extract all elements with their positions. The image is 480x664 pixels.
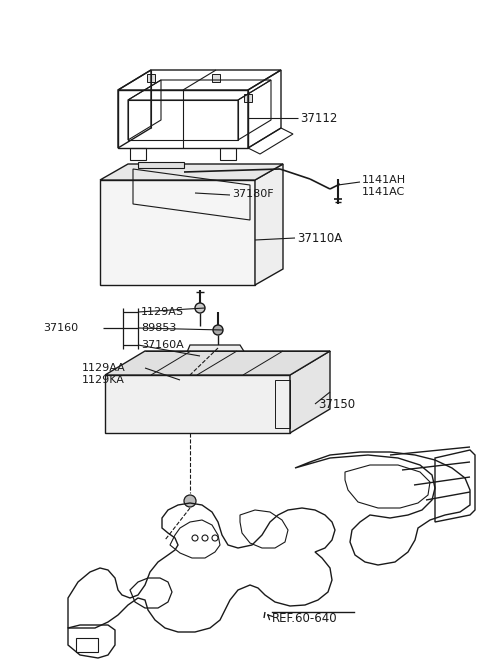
Bar [108,260,247,278]
Text: 37112: 37112 [300,112,337,125]
Polygon shape [138,162,184,168]
Bar [171,176,181,188]
Bar [147,74,155,82]
Text: 1141AH: 1141AH [362,175,406,185]
Polygon shape [185,345,245,370]
Polygon shape [100,164,283,180]
Polygon shape [105,351,330,375]
Polygon shape [290,351,330,433]
Bar [140,383,170,425]
Bar [244,94,252,102]
Bar [212,74,220,82]
Circle shape [184,495,196,507]
Polygon shape [105,375,290,433]
Bar [230,383,260,425]
Circle shape [137,163,155,181]
Polygon shape [255,164,283,285]
Text: 37110A: 37110A [297,232,342,244]
Text: REF.60-640: REF.60-640 [272,612,337,625]
Bar [76,638,98,652]
Text: 89853: 89853 [141,323,176,333]
Text: 37160A: 37160A [141,340,184,350]
Circle shape [213,325,223,335]
Text: 1129KA: 1129KA [82,375,125,385]
Bar [185,383,215,425]
Circle shape [167,163,185,181]
Bar [141,176,151,188]
Text: 37160: 37160 [43,323,78,333]
Text: 1129AS: 1129AS [141,307,184,317]
Circle shape [195,303,205,313]
Text: 1141AC: 1141AC [362,187,405,197]
Polygon shape [100,180,255,285]
Text: 37180F: 37180F [232,189,274,199]
Bar [108,215,247,270]
Text: 1129AA: 1129AA [82,363,126,373]
Text: 37150: 37150 [318,398,355,410]
